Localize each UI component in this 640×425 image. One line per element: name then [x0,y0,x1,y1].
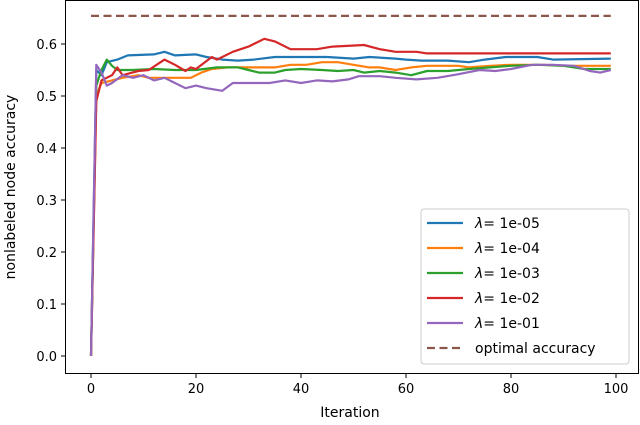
y-axis: 0.0 0.1 0.2 0.3 0.4 0.5 0.6 [36,38,66,365]
x-tick-label: 80 [503,382,520,397]
y-tick-label: 0.1 [36,298,57,313]
legend-label: λ= 1e-05 [474,216,540,232]
series-line-0 [89,50,611,357]
legend-label: λ= 1e-03 [474,266,540,282]
x-tick-label: 20 [188,382,205,397]
y-axis-label: nonlabeled node accuracy [3,95,19,280]
series-line-4 [89,63,612,357]
series-line-3 [89,37,611,357]
x-axis-label: Iteration [320,405,379,421]
y-tick-label: 0.2 [36,246,57,261]
plot-area [89,14,612,357]
legend-label: λ= 1e-04 [474,241,540,257]
y-tick-label: 0.5 [36,90,57,105]
x-axis: 0 20 40 60 80 100 [87,373,629,397]
x-tick-label: 40 [293,382,310,397]
y-tick-label: 0.0 [36,350,57,365]
axes-frame [65,0,639,374]
y-tick-label: 0.4 [36,142,57,157]
legend: λ= 1e-05 λ= 1e-04 λ= 1e-03 λ= 1e-02 λ= 1e-01… [420,208,630,365]
legend-box [420,208,630,365]
x-tick-label: 60 [398,382,415,397]
legend-label: optimal accuracy [475,341,596,357]
legend-label: λ= 1e-02 [474,291,540,307]
x-tick-label: 100 [604,382,629,397]
y-tick-label: 0.3 [36,194,57,209]
x-tick-label: 0 [87,382,95,397]
legend-label: λ= 1e-01 [474,316,540,332]
series-line-2 [89,58,611,357]
y-tick-label: 0.6 [36,38,57,53]
